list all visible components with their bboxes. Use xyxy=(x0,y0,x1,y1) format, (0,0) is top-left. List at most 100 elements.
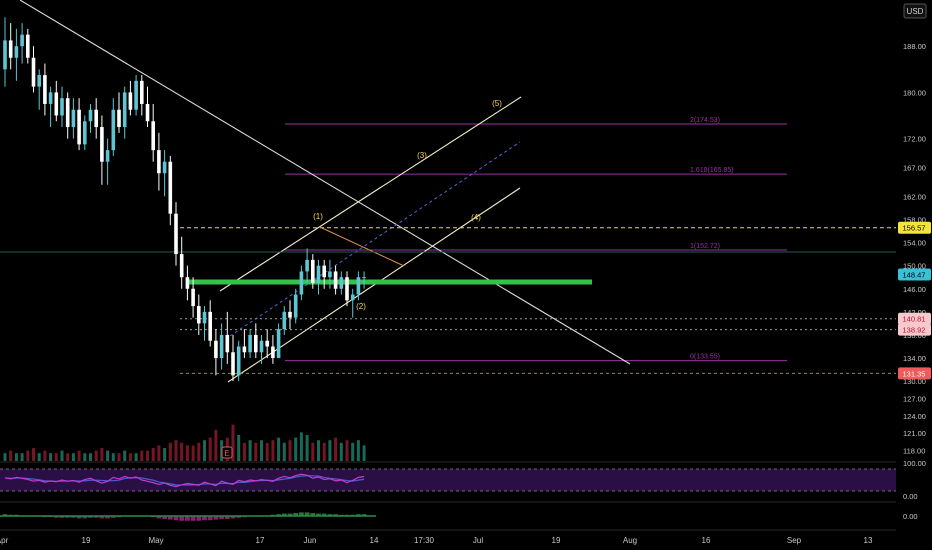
volume-bar xyxy=(49,453,53,461)
macd-histogram-bar xyxy=(162,516,167,519)
price-tag xyxy=(898,221,931,234)
candle-body xyxy=(151,121,155,151)
macd-histogram-bar xyxy=(207,516,213,521)
candle-body xyxy=(3,40,7,70)
earnings-badge[interactable] xyxy=(221,446,233,459)
candle-body xyxy=(265,340,269,347)
price-axis-tick: 180.00 xyxy=(903,88,926,97)
volume-bar xyxy=(134,453,138,461)
candle-body xyxy=(191,288,195,307)
volume-bar xyxy=(242,442,246,461)
candle-body xyxy=(20,34,24,47)
candle-body xyxy=(299,271,304,295)
candle-body xyxy=(71,109,76,128)
macd-histogram-bar xyxy=(287,513,293,516)
chart-background xyxy=(0,0,896,550)
price-axis-tick: 134.00 xyxy=(903,354,926,363)
candle-body xyxy=(185,277,190,289)
fib-level-label: 1.618(165.85) xyxy=(690,167,734,174)
candle-body xyxy=(117,109,121,128)
volume-bar xyxy=(180,442,184,461)
drawing-layer xyxy=(0,0,896,383)
macd-histogram-bar xyxy=(71,516,76,518)
candle-body xyxy=(288,311,292,318)
macd-histogram-bar xyxy=(299,512,304,516)
candle-body xyxy=(276,329,281,359)
candle-body xyxy=(43,75,47,104)
macd-histogram-bar xyxy=(281,513,287,516)
volume-bar xyxy=(83,453,87,461)
volume-bar xyxy=(345,440,349,461)
candle-body xyxy=(122,92,127,128)
macd-histogram-bar xyxy=(213,516,219,520)
candle-body xyxy=(293,294,298,318)
volume-bar xyxy=(146,450,149,461)
candle-body xyxy=(48,92,53,104)
volume-bar xyxy=(9,450,13,461)
volume-bar xyxy=(111,453,115,461)
candle-body xyxy=(350,294,355,301)
macd-histogram-bar xyxy=(230,516,236,519)
price-tag-label: 156.57 xyxy=(903,224,926,233)
price-tag xyxy=(898,367,931,380)
candle-body xyxy=(328,271,332,278)
price-tags-layer: 156.57 148.47 140.81 138.92 131.35 xyxy=(898,221,931,380)
candle-body xyxy=(339,277,344,289)
volume-bar xyxy=(277,437,281,461)
macd-layer xyxy=(0,512,376,521)
candle-body xyxy=(111,109,116,151)
macd-histogram-bar xyxy=(76,516,82,519)
macd-histogram-bar xyxy=(327,514,333,516)
price-tag xyxy=(898,268,931,281)
volume-bar xyxy=(128,453,132,461)
volume-bar xyxy=(100,448,104,461)
macd-histogram-bar xyxy=(179,516,185,521)
time-axis-tick: 17:30 xyxy=(414,536,435,545)
currency-badge[interactable] xyxy=(903,3,927,19)
price-axis-tick: 124.00 xyxy=(903,412,926,421)
candle-body xyxy=(225,334,230,353)
candle-body xyxy=(128,92,133,110)
volume-bar xyxy=(322,442,326,461)
time-axis[interactable]: Apr 19 May 17 Jun 14 17:30 Jul 19 Aug 16 Sep 13 xyxy=(0,536,873,545)
macd-axis-tick: 0.00 xyxy=(903,512,918,521)
candle-body xyxy=(168,161,173,214)
candle-body xyxy=(100,127,104,162)
elliott-wave-label: (1) xyxy=(313,212,323,221)
channel-median-line xyxy=(229,141,521,337)
elliott-wave-label: (4) xyxy=(471,213,481,222)
candle-body xyxy=(356,277,361,295)
rsi-layer xyxy=(4,473,365,488)
volume-bar xyxy=(311,442,315,461)
currency-label: USD xyxy=(907,7,924,16)
volume-bar xyxy=(299,432,303,461)
candle-body xyxy=(31,57,36,87)
macd-histogram-bar xyxy=(310,513,316,516)
macd-histogram-bar xyxy=(93,516,99,518)
candle-body xyxy=(88,109,93,122)
price-tag-label: 131.35 xyxy=(903,369,926,378)
volume-bar xyxy=(294,437,298,461)
volume-bar xyxy=(208,437,212,461)
volume-bar xyxy=(174,440,178,461)
macd-histogram-bar xyxy=(321,513,327,516)
volume-bar xyxy=(37,453,41,461)
price-tag-label: 138.92 xyxy=(903,326,926,335)
candle-body xyxy=(231,352,235,376)
macd-histogram-bar xyxy=(173,516,179,521)
macd-histogram-bar xyxy=(65,516,71,518)
volume-bar xyxy=(334,437,338,461)
time-axis-tick: 17 xyxy=(256,536,265,545)
volume-bar xyxy=(339,442,343,461)
price-axis-tick: 127.00 xyxy=(903,394,926,403)
macd-histogram-bar xyxy=(105,516,110,519)
volume-bar xyxy=(140,450,144,461)
macd-histogram-bar xyxy=(196,516,202,521)
channel-upper-line xyxy=(219,96,522,292)
price-axis-tick: 121.00 xyxy=(903,429,926,438)
candle-body xyxy=(94,109,98,128)
candles-layer xyxy=(3,17,366,382)
candle-body xyxy=(316,265,321,283)
macd-histogram-bar xyxy=(185,516,190,521)
